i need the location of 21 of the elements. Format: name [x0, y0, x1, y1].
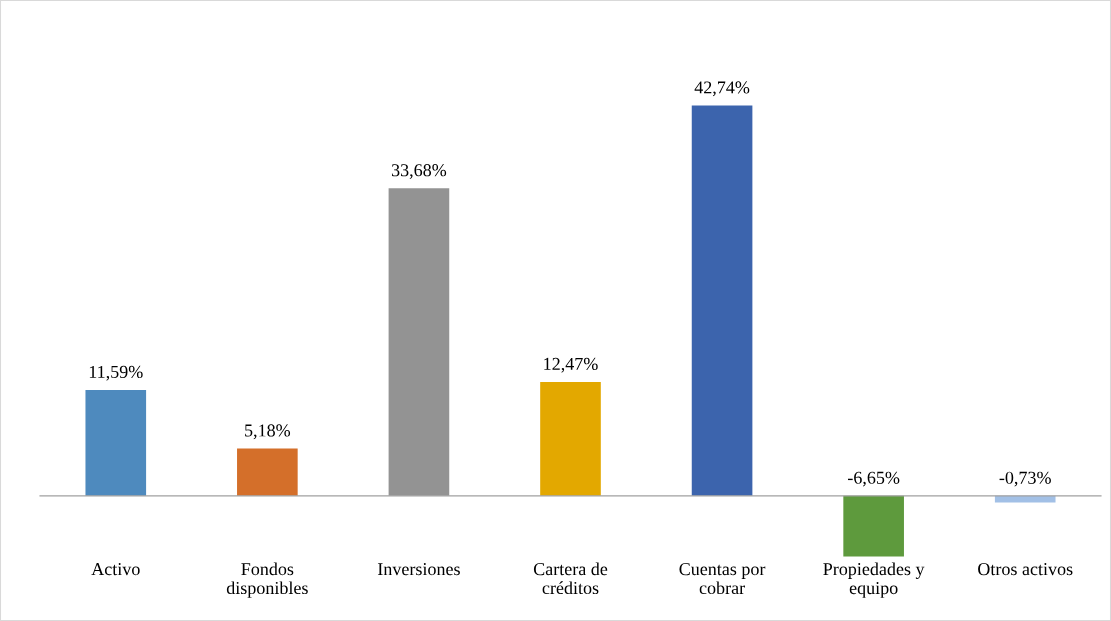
x-tick-label: Fondos disponibles	[226, 562, 308, 598]
bar	[540, 381, 601, 496]
data-label: -6,65%	[847, 471, 900, 487]
data-label: 5,18%	[245, 424, 291, 440]
data-label: 12,47%	[544, 357, 598, 373]
bar	[237, 448, 298, 496]
data-label: 33,68%	[391, 164, 447, 179]
bar	[843, 495, 904, 557]
data-label: -0,73%	[999, 471, 1051, 487]
x-tick-label: Cartera de créditos	[533, 562, 608, 595]
bar	[388, 188, 450, 496]
bar	[994, 495, 1056, 503]
data-label: 11,59%	[89, 365, 143, 381]
x-tick-label: Inversiones	[377, 563, 460, 576]
x-tick-label: Otros activos	[978, 563, 1073, 576]
data-label: 42,74%	[694, 81, 750, 97]
x-tick-label: Activo	[91, 563, 140, 576]
x-tick-label: Propiedades y equipo	[823, 562, 925, 598]
x-tick-label: Cuentas por cobrar	[679, 563, 766, 595]
bar	[85, 390, 147, 496]
bar	[691, 105, 753, 496]
